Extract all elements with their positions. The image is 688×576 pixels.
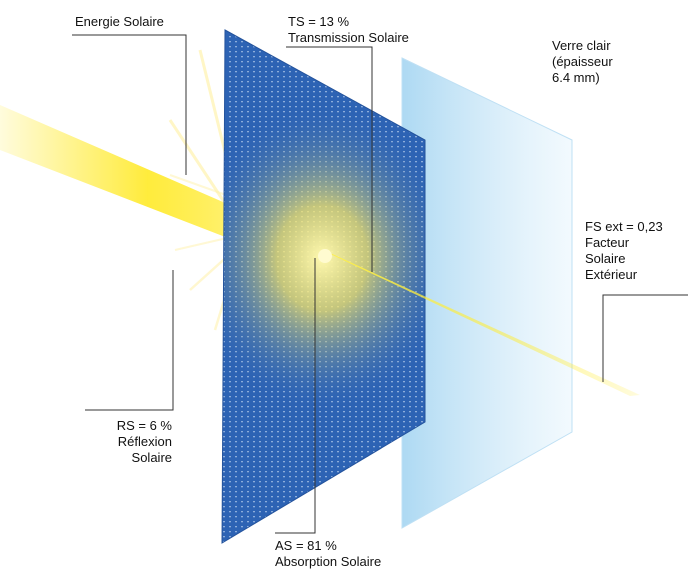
fs-line-2: Facteur: [585, 235, 630, 250]
rs-value: RS = 6 %: [116, 418, 172, 433]
label-energie-solaire: Energie Solaire: [75, 14, 164, 30]
ts-name: Transmission Solaire: [288, 30, 409, 45]
as-name: Absorption Solaire: [275, 554, 382, 569]
fs-line-3: Solaire: [585, 251, 626, 266]
leader-ts: [286, 46, 373, 272]
verre-line-2: (épaisseur: [552, 54, 613, 69]
verre-line-3: 6.4 mm): [552, 70, 600, 85]
label-absorption: AS = 81 % Absorption Solaire: [275, 538, 381, 570]
leader-rs: [85, 270, 174, 411]
transmitted-beam: [322, 250, 640, 396]
tinted-glass-panel: [221, 29, 426, 544]
verre-line-1: Verre clair: [552, 38, 611, 53]
label-verre-clair: Verre clair (épaisseur 6.4 mm): [552, 38, 613, 86]
beam-hotspot: [318, 249, 332, 263]
label-facteur-solaire: FS ext = 0,23 Facteur Solaire Extérieur: [585, 219, 663, 283]
leader-as: [275, 258, 316, 534]
label-reflexion: RS = 6 % Réflexion Solaire: [82, 418, 172, 466]
ts-value: TS = 13 %: [288, 14, 350, 29]
fs-line-4: Extérieur: [585, 267, 638, 282]
rs-line-3: Solaire: [131, 450, 172, 465]
energie-text: Energie Solaire: [75, 14, 164, 29]
as-value: AS = 81 %: [275, 538, 337, 553]
fs-value: FS ext = 0,23: [585, 219, 663, 234]
clear-glass-pane: [401, 57, 573, 529]
leader-lines: [72, 34, 688, 534]
incoming-sun-rays: [0, 49, 246, 331]
rs-line-2: Réflexion: [117, 434, 172, 449]
leader-fs: [602, 294, 688, 382]
label-transmission: TS = 13 % Transmission Solaire: [288, 14, 409, 46]
leader-energie: [72, 34, 187, 175]
